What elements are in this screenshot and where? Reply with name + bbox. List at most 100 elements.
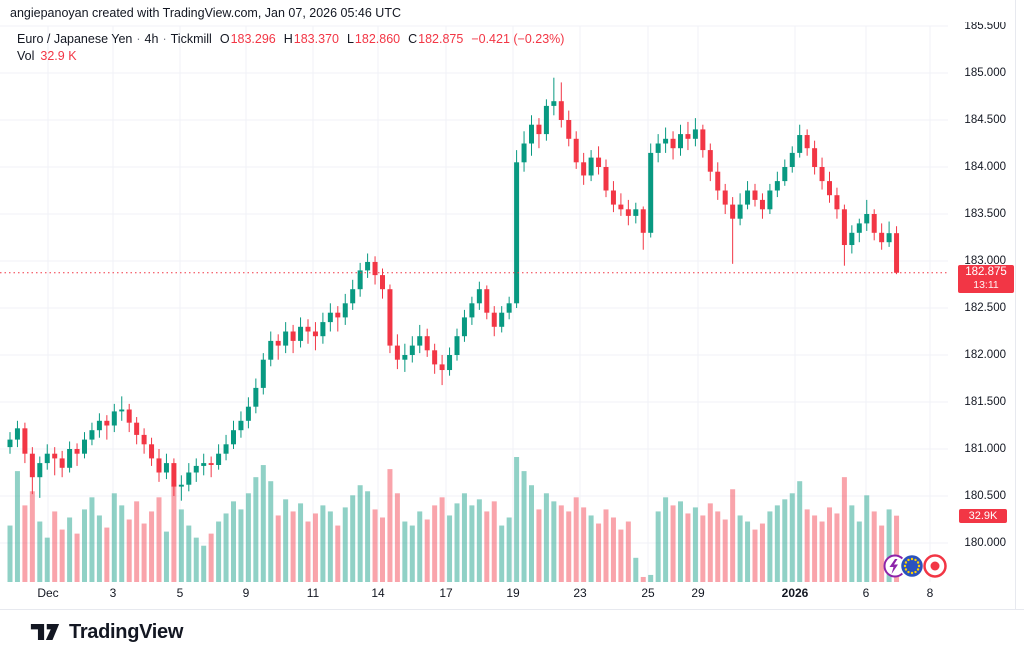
candle-body	[789, 152, 795, 167]
volume-bar	[767, 511, 773, 582]
price-scale[interactable]: 182.875 13:11 32.9K 185.500 185.000 184.50…	[948, 22, 1024, 610]
volume-bar	[588, 515, 594, 582]
volume-bar	[894, 515, 900, 582]
candle-body	[111, 411, 117, 426]
volume-bar	[417, 511, 423, 582]
time-scale[interactable]: Dec 3 5 9 11 14 17 19 23 25 29 2026 6 8	[0, 582, 948, 609]
candle-body	[640, 209, 646, 233]
time-tick-label: 17	[439, 586, 453, 600]
tradingview-logo-text: TradingView	[69, 620, 184, 643]
volume-bar	[871, 511, 877, 582]
candle-body	[335, 312, 341, 318]
time-tick-label: 14	[371, 586, 385, 600]
time-tick-label: 9	[242, 586, 250, 600]
candle-body	[439, 364, 445, 371]
candle-body	[655, 143, 661, 153]
candle-body	[193, 465, 199, 473]
chart-legend: Euro / Japanese Yen · 4h · Tickmill O183.296 H…	[17, 31, 564, 65]
candle-body	[74, 449, 80, 454]
volume-bar	[551, 501, 557, 582]
volume-bar	[253, 477, 259, 582]
candle-body	[89, 430, 95, 440]
symbol-title[interactable]: Euro / Japanese Yen	[17, 32, 133, 46]
candle-body	[685, 134, 691, 139]
candle-body	[752, 190, 758, 200]
tradingview-logo-icon	[30, 624, 60, 640]
volume-bar	[678, 501, 683, 582]
candle-body	[290, 331, 296, 341]
candle-body	[394, 345, 400, 360]
volume-bar	[372, 509, 378, 582]
eu-star-dot	[907, 570, 910, 574]
ohlc-value: 182.875	[418, 32, 464, 46]
time-tick-label: 3	[109, 586, 117, 600]
candle-body	[491, 312, 497, 327]
candle-body	[879, 232, 885, 243]
candle-body	[715, 171, 721, 191]
candle-body	[275, 340, 281, 346]
time-tick-label: 2026	[781, 586, 809, 600]
candle-body	[305, 326, 311, 332]
candle-body	[871, 214, 877, 233]
widget-bottom-border	[0, 609, 1024, 610]
candle-body	[216, 453, 222, 465]
price-tick-label: 181.500	[964, 396, 1006, 408]
candle-body	[96, 420, 102, 431]
tradingview-logo[interactable]: TradingView	[30, 620, 183, 644]
time-tick-label: 29	[691, 586, 705, 600]
candle-body	[283, 331, 289, 346]
time-tick-label: 5	[176, 586, 184, 600]
ohlc-label: L	[346, 32, 354, 46]
candle-body	[469, 303, 475, 318]
volume-bar	[752, 529, 758, 582]
candle-body	[864, 214, 870, 224]
candle-body	[484, 289, 490, 313]
volume-bar	[387, 469, 393, 582]
candle-body	[29, 453, 35, 478]
volume-bar	[37, 521, 43, 582]
volume-bar	[529, 485, 534, 582]
volume-bar	[193, 537, 199, 582]
candle-body	[357, 270, 363, 290]
candle-body	[320, 322, 326, 337]
candle-body	[268, 340, 274, 360]
candle-body	[610, 190, 616, 205]
candle-body	[849, 232, 855, 246]
candle-body	[380, 275, 385, 290]
candle-body	[201, 463, 207, 466]
volume-bar	[365, 491, 371, 582]
candle-body	[59, 458, 65, 468]
volume-bar	[104, 527, 110, 582]
legend-separator: ·	[162, 32, 167, 46]
volume-bar	[89, 497, 95, 582]
volume-bar	[648, 574, 654, 582]
volume-bar	[149, 511, 155, 582]
volume-bar	[283, 499, 289, 582]
time-tick-label: 23	[573, 586, 587, 600]
bar-countdown: 13:11	[973, 278, 999, 291]
candle-body	[551, 101, 557, 106]
volume-bar	[402, 521, 408, 582]
candle-body	[208, 463, 214, 465]
time-tick-label: 8	[926, 586, 934, 600]
volume-bar	[409, 525, 415, 582]
eu-star-dot	[916, 568, 920, 571]
candle-body	[618, 204, 624, 210]
volume-bar	[566, 511, 572, 582]
candle-body	[596, 157, 602, 167]
credit-line: angiepanoyan created with TradingView.co…	[10, 6, 401, 20]
volume-bar	[461, 493, 467, 582]
volume-bar	[67, 517, 73, 582]
timeframe-label[interactable]: 4h	[144, 32, 159, 46]
volume-bar	[111, 493, 117, 582]
volume-bar	[380, 517, 385, 582]
candle-body	[759, 199, 765, 210]
volume-bar	[797, 481, 803, 582]
volume-bar	[491, 501, 497, 582]
candle-body	[856, 223, 862, 233]
candle-body	[253, 387, 259, 407]
volume-bar	[663, 497, 669, 582]
candle-body	[178, 484, 184, 487]
